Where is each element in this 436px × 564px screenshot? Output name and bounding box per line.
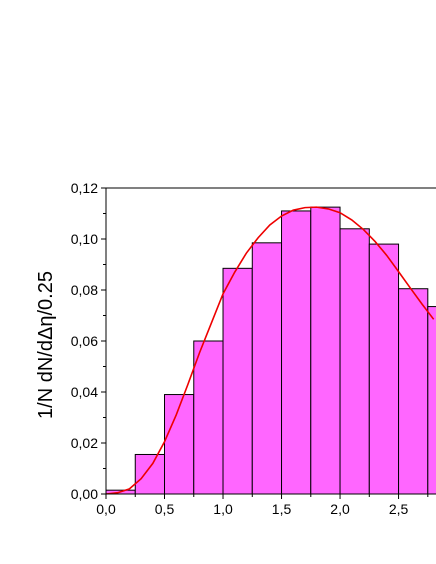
x-tick-label: 2,0 — [330, 501, 350, 517]
fit-curve-layer — [106, 206, 435, 494]
histogram-bar — [310, 206, 341, 494]
histogram-bar — [427, 306, 436, 494]
histogram-bar — [222, 267, 253, 494]
y-tick-label: 0,06 — [71, 333, 98, 349]
y-tick-label: 0,08 — [71, 282, 98, 298]
y-axis-title: 1/N dN/dΔη/0.25 — [35, 271, 57, 419]
x-tick-label: 1,5 — [272, 501, 292, 517]
y-tick-label: 0,12 — [71, 180, 98, 196]
fit-curve — [106, 206, 435, 494]
histogram-bar — [281, 210, 312, 494]
y-tick-label: 0,10 — [71, 231, 98, 247]
histogram-bar — [398, 288, 429, 494]
histogram-bar — [251, 242, 283, 494]
histogram-bar — [339, 228, 370, 494]
ticks: 0,0 0,5 1,0 1,5 2,0 2,5 0,00 0,02 0,04 0,06 0,08 0,… — [71, 180, 429, 517]
histogram-bar — [193, 340, 224, 494]
histogram-bar — [134, 453, 166, 494]
x-tick-label: 1,0 — [213, 501, 233, 517]
y-tick-label: 0,02 — [71, 435, 98, 451]
y-tick-label: 0,04 — [71, 384, 98, 400]
y-tick-label: 0,00 — [71, 486, 98, 502]
x-tick-label: 0,5 — [155, 501, 175, 517]
x-tick-label: 2,5 — [389, 501, 409, 517]
x-tick-label: 0,0 — [96, 501, 116, 517]
histogram-bars — [106, 206, 436, 494]
histogram-bar — [368, 243, 400, 494]
